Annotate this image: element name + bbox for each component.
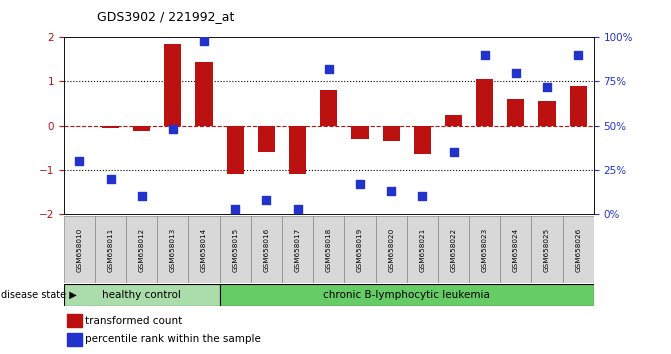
Point (479, 52, 490, 58)
Text: GSM658017: GSM658017 (295, 227, 301, 272)
Bar (64, 284, 219, 306)
Bar (289, 126, 306, 175)
Bar (507, 99, 525, 126)
Bar (157, 216, 189, 283)
Text: GSM658018: GSM658018 (326, 227, 331, 272)
Text: GSM658016: GSM658016 (264, 227, 270, 272)
Bar (126, 216, 157, 283)
Text: percentile rank within the sample: percentile rank within the sample (85, 335, 261, 344)
Bar (407, 216, 438, 283)
Point (168, 126, 178, 132)
Text: GSM658025: GSM658025 (544, 227, 550, 272)
Point (199, 38, 209, 44)
Bar (476, 79, 493, 126)
Bar (563, 216, 594, 283)
Point (230, 206, 241, 212)
Bar (352, 126, 368, 139)
Point (74, 158, 85, 164)
Bar (469, 216, 501, 283)
Point (136, 194, 147, 199)
Bar (344, 216, 376, 283)
Bar (414, 126, 431, 154)
Text: GSM658024: GSM658024 (513, 227, 519, 272)
Text: GDS3902 / 221992_at: GDS3902 / 221992_at (97, 10, 235, 23)
Bar (376, 216, 407, 283)
Text: GSM658013: GSM658013 (170, 227, 176, 272)
Bar (102, 126, 119, 128)
Text: GSM658010: GSM658010 (76, 227, 83, 272)
Point (573, 52, 584, 58)
Text: GSM658020: GSM658020 (388, 227, 394, 272)
Bar (164, 44, 181, 126)
Bar (195, 62, 213, 126)
Point (541, 84, 552, 90)
Text: GSM658012: GSM658012 (139, 227, 145, 272)
Text: disease state ▶: disease state ▶ (1, 290, 77, 300)
Bar (67, 314, 83, 327)
Bar (531, 216, 563, 283)
Text: GSM658022: GSM658022 (450, 227, 456, 272)
Bar (320, 90, 338, 126)
Point (417, 194, 427, 199)
Bar (64, 216, 95, 283)
Bar (570, 86, 587, 126)
Text: transformed count: transformed count (85, 316, 183, 326)
Bar (95, 216, 126, 283)
Point (323, 66, 334, 72)
Text: GSM658011: GSM658011 (107, 227, 113, 272)
Bar (251, 216, 282, 283)
Point (261, 197, 272, 203)
Bar (133, 126, 150, 131)
Text: GSM658026: GSM658026 (575, 227, 581, 272)
Bar (445, 115, 462, 126)
Text: chronic B-lymphocytic leukemia: chronic B-lymphocytic leukemia (323, 290, 491, 300)
Text: healthy control: healthy control (102, 290, 181, 300)
Bar (219, 216, 251, 283)
Bar (219, 284, 594, 306)
Point (354, 181, 365, 187)
Bar (313, 216, 344, 283)
Bar (501, 216, 531, 283)
Text: GSM658019: GSM658019 (357, 227, 363, 272)
Bar (258, 126, 275, 152)
Bar (227, 126, 244, 175)
Bar (189, 216, 219, 283)
Point (105, 176, 116, 182)
Point (386, 188, 397, 194)
Text: GSM658015: GSM658015 (232, 227, 238, 272)
Bar (382, 126, 400, 141)
Text: GSM658021: GSM658021 (419, 227, 425, 272)
Bar (282, 216, 313, 283)
Text: GSM658023: GSM658023 (482, 227, 488, 272)
Point (448, 149, 459, 155)
Bar (539, 101, 556, 126)
Point (293, 206, 303, 212)
Bar (438, 216, 469, 283)
Point (511, 70, 521, 75)
Bar (67, 332, 83, 346)
Text: GSM658014: GSM658014 (201, 227, 207, 272)
